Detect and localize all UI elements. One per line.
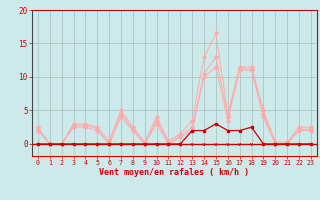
X-axis label: Vent moyen/en rafales ( km/h ): Vent moyen/en rafales ( km/h ) — [100, 168, 249, 177]
